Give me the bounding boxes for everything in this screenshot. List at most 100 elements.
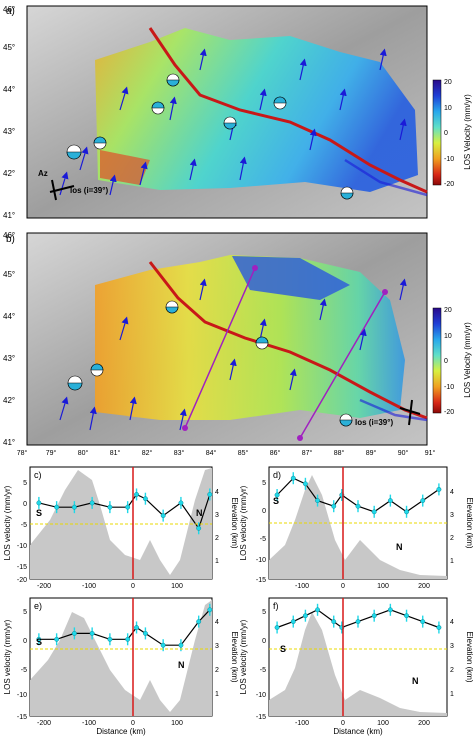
map-b-panel-letter: b): [6, 234, 15, 245]
map-b-velocity-blue-patch: [232, 256, 350, 300]
profile-f-xt-100: 100: [377, 720, 389, 727]
profile-c-xt-m200: -200: [37, 583, 51, 590]
lon-tick-86: 86°: [270, 449, 281, 457]
profile-d-yt-m15: -15: [256, 577, 266, 584]
data-point: [107, 504, 113, 510]
map-b-lat-tick-42: 42°: [3, 396, 15, 405]
profile-f-scatter: [274, 603, 442, 634]
profile-d-left-ticks: 5 0 -5 -10 -15: [256, 480, 266, 584]
map-b-profile-line-2: [299, 291, 386, 439]
profile-e-xt-m200: -200: [37, 720, 51, 727]
profile-f-topography: [269, 612, 447, 716]
profile-c-xt-m100: -100: [82, 583, 96, 590]
profile-f-xt-0: 0: [341, 720, 345, 727]
profile-d-y2t-1: 1: [450, 558, 454, 565]
map-b-cbar-tick-20: 20: [444, 307, 452, 314]
map-a-cbar-tick-20: 20: [444, 79, 452, 86]
map-b-lat-tick-43: 43°: [3, 354, 15, 363]
profile-c-ylabel: LOS velocity (mm/yr): [3, 485, 12, 560]
data-point: [290, 619, 296, 625]
profile-e-y2t-1: 1: [215, 691, 219, 698]
profile-d-topography: [269, 475, 447, 579]
lon-tick-90: 90°: [398, 449, 409, 457]
lon-tick-82: 82°: [142, 449, 153, 457]
data-point: [142, 496, 148, 502]
profile-e-yt-m10: -10: [17, 692, 27, 699]
map-panel-b: los (i=39°) b) 46° 45° 44° 43° 42° 41° 2…: [3, 231, 472, 447]
longitude-ticks: 78° 79° 80° 81° 82° 83° 84° 85° 86° 87° …: [17, 449, 436, 457]
data-point: [160, 513, 166, 519]
map-a-panel-letter: a): [6, 6, 15, 17]
profile-e-scatter: [36, 603, 213, 652]
data-point: [420, 619, 426, 625]
map-b-cbar-tick-m10: -10: [444, 384, 454, 391]
profile-e-panel-letter: e): [34, 601, 42, 611]
profile-c-x-ticks: -200 -100 0 100: [37, 583, 183, 590]
map-panel-a: Az los (i=39°) a) 46° 45° 44° 43° 42° 41…: [3, 5, 472, 220]
data-point: [302, 481, 308, 487]
profile-c-right-ticks: 4 3 2 1: [215, 489, 219, 565]
map-a-los-label: los (i=39°): [70, 186, 108, 195]
profile-f-y2t-1: 1: [450, 691, 454, 698]
map-b-profile-2-end: [382, 289, 388, 295]
data-point: [207, 492, 213, 497]
map-b-cbar-label: LOS Velocity (mm/yr): [463, 322, 472, 398]
data-point: [125, 504, 131, 510]
profile-f-xlabel: Distance (km): [333, 727, 383, 736]
map-b-cbar-tick-0: 0: [444, 358, 448, 365]
profile-e-y2t-4: 4: [215, 619, 219, 626]
map-b-lat-tick-41: 41°: [3, 438, 15, 447]
profile-e-xt-100: 100: [171, 720, 183, 727]
profile-f-yt-5: 5: [262, 609, 266, 616]
map-a-lat-tick-45: 45°: [3, 43, 15, 52]
map-b-cbar-tick-m20: -20: [444, 409, 454, 416]
map-a-lat-tick-43: 43°: [3, 127, 15, 136]
profile-e-y2t-2: 2: [215, 667, 219, 674]
map-b-profile-1-start: [182, 425, 188, 431]
data-point: [355, 619, 361, 625]
data-point: [89, 630, 95, 636]
lon-tick-88: 88°: [334, 449, 345, 457]
profile-c-xt-100: 100: [171, 583, 183, 590]
data-point: [207, 607, 213, 613]
map-a-focal-mechanisms: [66, 73, 354, 200]
profile-e-xlabel: Distance (km): [96, 727, 146, 736]
data-point: [196, 619, 202, 625]
map-b-los-label: los (i=39°): [355, 418, 393, 427]
profile-d-right-ticks: 4 3 2 1: [450, 489, 454, 565]
profile-c-y2label: Elevation (km): [230, 497, 239, 548]
profile-c-topography: [30, 468, 212, 579]
profile-panel-c: c) S N LOS velocity (mm/yr) Elevation (k…: [3, 466, 239, 590]
data-point: [71, 630, 77, 636]
profile-f-y2t-2: 2: [450, 667, 454, 674]
profile-c-yt-m10: -10: [17, 543, 27, 550]
map-b-blue-boundary: [359, 398, 428, 422]
lon-tick-79: 79°: [46, 449, 57, 457]
data-point: [302, 613, 308, 619]
profile-f-side-s: S: [280, 644, 286, 654]
profile-f-y2label: Elevation (km): [465, 631, 474, 682]
profile-e-xt-0: 0: [131, 720, 135, 727]
data-point: [315, 607, 320, 613]
profile-c-yt-0: 0: [23, 501, 27, 508]
data-point: [196, 525, 202, 531]
series-line: [38, 493, 211, 530]
data-point: [404, 509, 409, 515]
map-a-cbar-tick-m10: -10: [444, 156, 454, 163]
profile-d-side-n: N: [396, 542, 403, 552]
data-point: [331, 619, 337, 625]
data-point: [36, 636, 42, 642]
data-point: [371, 613, 377, 619]
profile-d-yt-m10: -10: [256, 557, 266, 564]
profile-f-yt-m15: -15: [256, 714, 266, 721]
profile-d-side-s: S: [273, 496, 279, 506]
data-point: [89, 500, 95, 506]
map-b-profile-1-end: [252, 265, 258, 271]
profile-f-right-ticks: 4 3 2 1: [450, 619, 454, 698]
data-point: [178, 642, 184, 648]
profile-d-xt-100: 100: [377, 583, 389, 590]
map-b-gps-arrows: [59, 278, 407, 431]
profile-d-x-ticks: -100 0 100 200: [295, 583, 430, 590]
profile-e-xt-m100: -100: [82, 720, 96, 727]
